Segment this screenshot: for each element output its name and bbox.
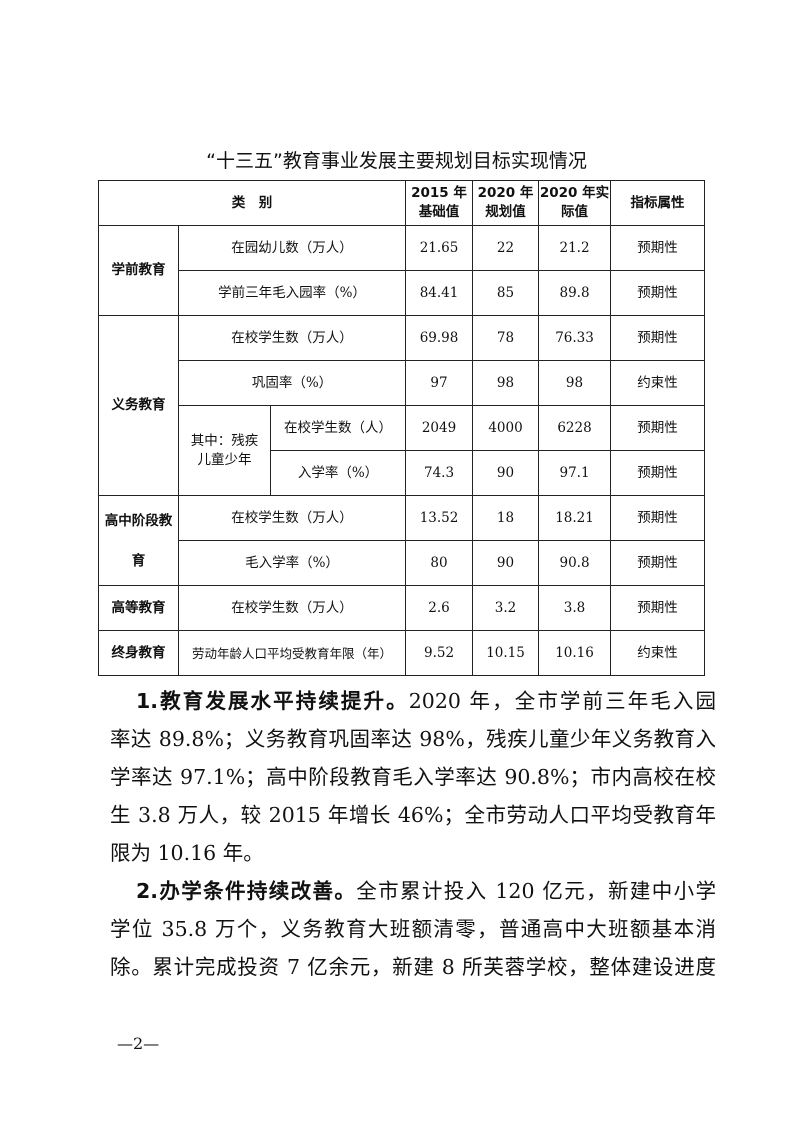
table-header-row: 类 别 2015 年基础值 2020 年规划值 2020 年实际值 指标属性 <box>97 180 706 226</box>
paragraph-1: 1.教育发展水平持续提升。2020 年，全市学前三年毛入园 率达 89.8%；义… <box>110 682 716 872</box>
paragraph-line: 生 3.8 万人，较 2015 年增长 46%；全市劳动人口平均受教育年 <box>110 803 716 827</box>
table-row: 终身教育 劳动年龄人口平均受教育年限（年） 9.52 10.15 10.16 约… <box>98 630 706 676</box>
row-actual: 76.33 <box>538 315 612 361</box>
paragraph-line: 2020 年，全市学前三年毛入园 <box>408 689 716 713</box>
row-actual: 6228 <box>538 405 612 451</box>
body-text: 1.教育发展水平持续提升。2020 年，全市学前三年毛入园 率达 89.8%；义… <box>110 682 716 986</box>
header-base-2015: 2015 年基础值 <box>405 180 474 226</box>
row-item: 学前三年毛入园率（%） <box>177 270 407 316</box>
table-row: 入学率（%） 74.3 90 97.1 预期性 <box>99 450 706 496</box>
header-plan-2020: 2020 年规划值 <box>472 180 540 226</box>
row-attr: 约束性 <box>610 630 706 676</box>
row-attr: 预期性 <box>610 540 706 586</box>
row-attr: 预期性 <box>610 495 706 541</box>
row-plan: 98 <box>472 360 540 406</box>
header-category: 类 别 <box>97 180 407 226</box>
row-item: 入学率（%） <box>269 450 407 496</box>
row-item: 在校学生数（万人） <box>177 495 407 541</box>
row-plan: 90 <box>472 450 540 496</box>
row-actual: 18.21 <box>538 495 612 541</box>
row-plan: 4000 <box>472 405 540 451</box>
row-base: 69.98 <box>405 315 474 361</box>
row-base: 13.52 <box>405 495 474 541</box>
row-plan: 90 <box>472 540 540 586</box>
row-base: 74.3 <box>405 450 474 496</box>
table-row: 学前三年毛入园率（%） 84.41 85 89.8 预期性 <box>99 270 706 316</box>
row-actual: 89.8 <box>538 270 612 316</box>
table-row: 高中阶段教育 在校学生数（万人） 13.52 18 18.21 预期性 <box>98 495 706 586</box>
row-actual: 10.16 <box>538 630 612 676</box>
group-compulsory: 义务教育 <box>98 315 179 496</box>
row-item: 在校学生数（人） <box>269 405 407 451</box>
row-attr: 预期性 <box>610 225 706 271</box>
row-item: 巩固率（%） <box>177 360 407 406</box>
table-row: 巩固率（%） 97 98 98 约束性 <box>99 360 706 406</box>
header-actual-2020: 2020 年实际值 <box>538 180 612 226</box>
group-lifelong: 终身教育 <box>98 630 179 676</box>
table-row: 毛入学率（%） 80 90 90.8 预期性 <box>99 540 706 586</box>
table-row: 高等教育 在校学生数（万人） 2.6 3.2 3.8 预期性 <box>98 585 706 631</box>
header-attribute: 指标属性 <box>610 180 706 226</box>
paragraph-line: 除。累计完成投资 7 亿余元，新建 8 所芙蓉学校，整体建设进度 <box>110 955 716 979</box>
subgroup-disabled: 其中：残疾儿童少年 <box>178 405 271 496</box>
row-plan: 85 <box>472 270 540 316</box>
group-higher: 高等教育 <box>98 585 179 631</box>
table-row: 义务教育 在校学生数（万人） 69.98 78 76.33 预期性 <box>98 315 706 496</box>
education-targets-table: 类 别 2015 年基础值 2020 年规划值 2020 年实际值 指标属性 学… <box>97 180 706 676</box>
row-actual: 21.2 <box>538 225 612 271</box>
row-base: 84.41 <box>405 270 474 316</box>
paragraph-line: 率达 89.8%；义务教育巩固率达 98%，残疾儿童少年义务教育入 <box>110 727 716 751</box>
row-attr: 预期性 <box>610 450 706 496</box>
paragraph-line: 限为 10.16 年。 <box>110 841 264 865</box>
row-plan: 10.15 <box>472 630 540 676</box>
row-base: 80 <box>405 540 474 586</box>
row-base: 9.52 <box>405 630 474 676</box>
row-attr: 预期性 <box>610 315 706 361</box>
group-preschool: 学前教育 <box>98 225 179 316</box>
row-actual: 98 <box>538 360 612 406</box>
page-number: —2— <box>117 1034 160 1053</box>
paragraph-lead: 1.教育发展水平持续提升。 <box>136 689 409 713</box>
row-base: 97 <box>405 360 474 406</box>
row-item: 在校学生数（万人） <box>177 585 407 631</box>
row-attr: 预期性 <box>610 405 706 451</box>
paragraph-line: 学位 35.8 万个，义务教育大班额清零，普通高中大班额基本消 <box>110 917 716 941</box>
row-base: 21.65 <box>405 225 474 271</box>
row-item: 毛入学率（%） <box>177 540 407 586</box>
row-attr: 预期性 <box>610 270 706 316</box>
row-attr: 约束性 <box>610 360 706 406</box>
row-base: 2049 <box>405 405 474 451</box>
table-title: “十三五”教育事业发展主要规划目标实现情况 <box>206 150 587 172</box>
row-attr: 预期性 <box>610 585 706 631</box>
paragraph-line: 学率达 97.1%；高中阶段教育毛入学率达 90.8%；市内高校在校 <box>110 765 716 789</box>
group-highschool: 高中阶段教育 <box>98 495 179 586</box>
row-actual: 3.8 <box>538 585 612 631</box>
row-base: 2.6 <box>405 585 474 631</box>
row-item: 在校学生数（万人） <box>177 315 407 361</box>
row-item: 劳动年龄人口平均受教育年限（年） <box>177 630 407 676</box>
row-plan: 3.2 <box>472 585 540 631</box>
paragraph-line: 全市累计投入 120 亿元，新建中小学 <box>356 879 716 903</box>
row-plan: 78 <box>472 315 540 361</box>
table-row: 其中：残疾儿童少年 在校学生数（人） 2049 4000 6228 预期性 <box>99 405 706 496</box>
table-row: 学前教育 在园幼儿数（万人） 21.65 22 21.2 预期性 <box>98 225 706 316</box>
row-actual: 90.8 <box>538 540 612 586</box>
row-actual: 97.1 <box>538 450 612 496</box>
paragraph-lead: 2.办学条件持续改善。 <box>136 879 357 903</box>
row-plan: 18 <box>472 495 540 541</box>
paragraph-2: 2.办学条件持续改善。全市累计投入 120 亿元，新建中小学 学位 35.8 万… <box>110 872 716 986</box>
row-item: 在园幼儿数（万人） <box>177 225 407 271</box>
row-plan: 22 <box>472 225 540 271</box>
